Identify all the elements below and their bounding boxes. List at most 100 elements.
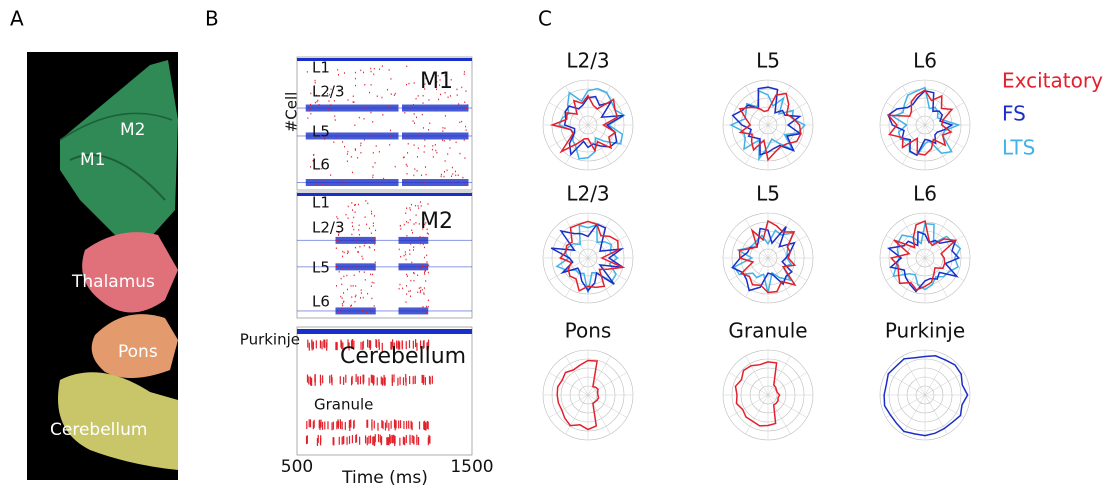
spike xyxy=(447,153,449,155)
thalamus-shape xyxy=(82,232,178,313)
spike xyxy=(444,160,446,162)
spike xyxy=(463,139,465,141)
spike xyxy=(355,434,358,443)
spike xyxy=(412,232,414,234)
spike xyxy=(408,290,410,293)
spike xyxy=(350,156,352,158)
spike xyxy=(402,287,404,290)
spike xyxy=(429,122,431,124)
region-label: M2 xyxy=(120,120,145,140)
spike xyxy=(368,227,370,230)
spike xyxy=(405,301,407,303)
spike xyxy=(366,265,368,267)
spike xyxy=(343,292,345,294)
spike xyxy=(413,174,415,177)
x-axis-label: Time (ms) xyxy=(341,468,428,488)
spike xyxy=(357,236,359,239)
spike xyxy=(442,130,444,133)
polar-spoke xyxy=(767,355,791,396)
inhibitory-band xyxy=(297,266,472,268)
spike xyxy=(399,225,401,227)
spike xyxy=(378,151,380,153)
spike xyxy=(366,419,368,428)
spike xyxy=(326,342,328,351)
spike xyxy=(317,434,319,443)
spike xyxy=(418,223,420,225)
spike xyxy=(347,250,349,252)
spike xyxy=(337,234,339,236)
panel-label: C xyxy=(538,7,552,31)
spike xyxy=(308,419,310,428)
spike xyxy=(413,272,415,274)
spike xyxy=(358,251,360,253)
spike xyxy=(395,420,397,429)
spike xyxy=(373,68,375,70)
polar-trace xyxy=(887,89,954,157)
spike xyxy=(390,135,392,138)
spike xyxy=(424,223,426,226)
spike xyxy=(416,156,418,158)
spike xyxy=(319,340,322,349)
spike xyxy=(363,117,365,120)
spike xyxy=(337,89,339,92)
spike xyxy=(394,92,396,95)
block-title: Cerebellum xyxy=(340,344,466,369)
spike xyxy=(338,231,340,233)
spike xyxy=(360,144,362,147)
spike xyxy=(424,270,426,272)
block-title: M1 xyxy=(420,69,453,94)
spike xyxy=(379,182,381,184)
spike xyxy=(414,168,416,170)
layer-label: Granule xyxy=(314,396,373,414)
spike xyxy=(372,176,374,179)
spike xyxy=(343,72,345,74)
spike xyxy=(435,109,437,112)
spike xyxy=(370,285,372,287)
spike xyxy=(454,170,456,173)
spike xyxy=(374,261,376,264)
cerebellum-shape xyxy=(58,372,178,470)
spike xyxy=(410,420,412,429)
layer-label: L6 xyxy=(312,293,330,311)
spike xyxy=(367,419,369,428)
spike xyxy=(331,422,333,431)
spike xyxy=(413,279,415,282)
spike xyxy=(312,154,314,156)
spike xyxy=(403,420,405,429)
spike xyxy=(393,94,395,96)
spike xyxy=(359,436,361,445)
spike xyxy=(320,435,322,444)
spike xyxy=(373,215,375,217)
spike xyxy=(379,434,381,443)
spike xyxy=(423,421,425,430)
spike xyxy=(369,246,371,249)
spike xyxy=(337,419,339,428)
spike xyxy=(399,283,401,286)
spike xyxy=(351,221,353,224)
spike xyxy=(357,376,359,385)
spike xyxy=(456,94,458,96)
spike xyxy=(368,435,370,444)
spike xyxy=(409,436,411,445)
spike xyxy=(360,69,362,72)
spike xyxy=(418,134,420,136)
spike xyxy=(459,152,461,155)
spike xyxy=(451,175,453,178)
polar-spoke xyxy=(924,235,965,259)
spike xyxy=(364,279,366,281)
spike xyxy=(413,144,415,146)
spike xyxy=(408,311,410,313)
polar-spoke xyxy=(587,257,611,298)
spike xyxy=(336,421,338,430)
spike xyxy=(362,108,364,110)
spike xyxy=(452,173,454,175)
spike xyxy=(321,341,323,350)
spike xyxy=(416,170,418,172)
y-axis-label: #Cell xyxy=(283,92,301,133)
spike xyxy=(372,121,374,123)
spike xyxy=(408,82,410,85)
spike xyxy=(369,91,371,94)
spike xyxy=(411,229,413,232)
spike xyxy=(428,128,430,131)
spike xyxy=(426,342,428,351)
